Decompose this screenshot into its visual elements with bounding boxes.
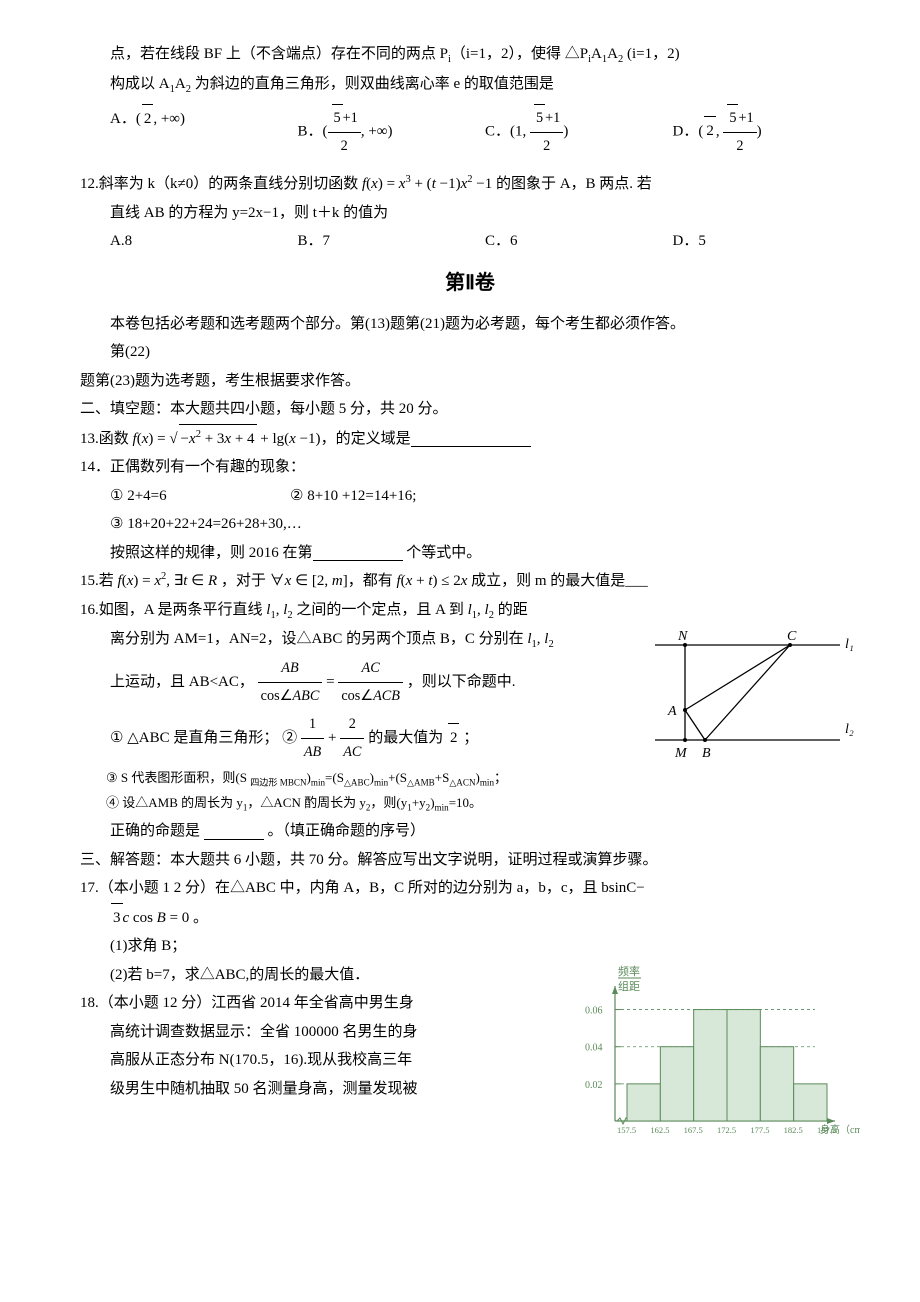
q18-histogram: 频率组距 0.06 0.04 0.02 157.5 162.5 167.5 172.5 177.… — [570, 961, 860, 1151]
q11-opt-c: C．(1, 5+12) — [485, 104, 673, 160]
q18-l4: 级男生中随机抽取 50 名测量身高，测量发现被 — [80, 1075, 562, 1104]
intro-l4: 二、填空题：本大题共四小题，每小题 5 分，共 20 分。 — [80, 395, 860, 424]
q11-stem2: 构成以 A1A2 为斜边的直角三角形，则双曲线离心率 e 的取值范围是 — [80, 70, 860, 100]
intro-l2: 第(22) — [80, 338, 860, 367]
section2-title: 第Ⅱ卷 — [80, 264, 860, 302]
q16-figure: N C l₁ A l₂ M B — [650, 625, 860, 765]
q12-opt-d: D．5 — [673, 227, 861, 256]
q14-ex1: ① 2+4=6② 8+10 +12=14+16; — [80, 482, 860, 511]
svg-text:l₁: l₁ — [845, 637, 854, 652]
q12-opt-c: C．6 — [485, 227, 673, 256]
q17-p2: (2)若 b=7，求△ABC,的周长的最大值． — [80, 961, 562, 990]
svg-text:177.5: 177.5 — [750, 1125, 769, 1135]
svg-text:N: N — [677, 629, 688, 644]
q16-l2: 离分别为 AM=1，AN=2，设△ABC 的另两个顶点 B，C 分别在 l1, … — [80, 625, 642, 655]
q17-p1: (1)求角 B； — [80, 932, 860, 961]
q17-l1: 17.（本小题 1 2 分）在△ABC 中，内角 A，B，C 所对的边分别为 a… — [80, 874, 860, 903]
svg-text:0.06: 0.06 — [585, 1005, 603, 1016]
intro-l3: 题第(23)题为选考题，考生根据要求作答。 — [80, 367, 860, 396]
svg-text:157.5: 157.5 — [617, 1125, 636, 1135]
svg-text:172.5: 172.5 — [717, 1125, 736, 1135]
q18-l2: 高统计调查数据显示：全省 100000 名男生的身 — [80, 1018, 562, 1047]
q11-opt-b: B．(5+12, +∞) — [298, 104, 486, 160]
svg-text:频率: 频率 — [618, 964, 640, 978]
q11-stem1: 点，若在线段 BF 上（不含端点）存在不同的两点 Pi（i=1，2），使得 △P… — [80, 40, 860, 70]
q12-stem2: 直线 AB 的方程为 y=2x−1，则 t＋k 的值为 — [80, 199, 860, 228]
svg-text:组距: 组距 — [618, 979, 640, 993]
svg-text:167.5: 167.5 — [684, 1125, 703, 1135]
svg-text:A: A — [667, 704, 677, 719]
q11-opt-a: A．(2, +∞) — [110, 104, 298, 160]
q16-l3: 上运动，且 AB<AC， ABcos∠ABC = ACcos∠ACB ，则以下命… — [80, 655, 642, 710]
q16-l1: 16.如图，A 是两条平行直线 l1, l2 之间的一个定点，且 A 到 l1,… — [80, 596, 860, 626]
q13: 13.函数 f(x) = √−x2 + 3x + 4 + lg(x −1)，的定… — [80, 424, 860, 454]
q15: 15.若 f(x) = x2, ∃t ∈ R ，对于 ∀x ∈ [2, m]，都… — [80, 567, 860, 596]
svg-text:身高（cm）: 身高（cm） — [820, 1123, 860, 1136]
svg-text:0.02: 0.02 — [585, 1080, 603, 1091]
q14-l4: 按照这样的规律，则 2016 在第 个等式中。 — [80, 539, 860, 568]
q11-options: A．(2, +∞) B．(5+12, +∞) C．(1, 5+12) D．(2,… — [80, 104, 860, 160]
section3-header: 三、解答题：本大题共 6 小题，共 70 分。解答应写出文字说明，证明过程或演算… — [80, 846, 860, 875]
q12-opt-a: A.8 — [110, 227, 298, 256]
q14-l1: 14．正偶数列有一个有趣的现象： — [80, 453, 860, 482]
svg-text:B: B — [702, 746, 711, 761]
svg-text:M: M — [674, 746, 688, 761]
q17-l2: 3c cos B = 0 。 — [80, 903, 860, 933]
q18-l3: 高服从正态分布 N(170.5，16).现从我校高三年 — [80, 1046, 562, 1075]
svg-text:l₂: l₂ — [845, 722, 854, 737]
svg-text:182.5: 182.5 — [784, 1125, 803, 1135]
q14-ex2: ③ 18+20+22+24=26+28+30,… — [80, 510, 860, 539]
q16-p1: ① △ABC 是直角三角形； ② 1AB + 2AC 的最大值为 2 ； — [80, 711, 642, 766]
q12-options: A.8 B．7 C．6 D．5 — [80, 227, 860, 256]
svg-text:162.5: 162.5 — [650, 1125, 669, 1135]
svg-text:0.04: 0.04 — [585, 1043, 603, 1054]
q16-p5: 正确的命题是 。（填正确命题的序号） — [80, 817, 860, 846]
q11-opt-d: D．(2, 5+12) — [673, 104, 861, 160]
svg-text:C: C — [787, 629, 797, 644]
q12-stem1: 12.斜率为 k（k≠0）的两条直线分别切函数 f(x) = x3 + (t −… — [80, 170, 860, 199]
q12-opt-b: B．7 — [298, 227, 486, 256]
q16-p4: ④ 设△AMB 的周长为 y1，△ACN 酌周长为 y2，则(y1+y2)min… — [80, 791, 860, 817]
q16-p3: ③ S 代表图形面积，则(S 四边形 MBCN)min=(S△ABC)min+(… — [80, 766, 860, 792]
q18-l1: 18.（本小题 12 分）江西省 2014 年全省高中男生身 — [80, 989, 562, 1018]
intro-l1: 本卷包括必考题和选考题两个部分。第(13)题第(21)题为必考题，每个考生都必须… — [80, 310, 860, 339]
